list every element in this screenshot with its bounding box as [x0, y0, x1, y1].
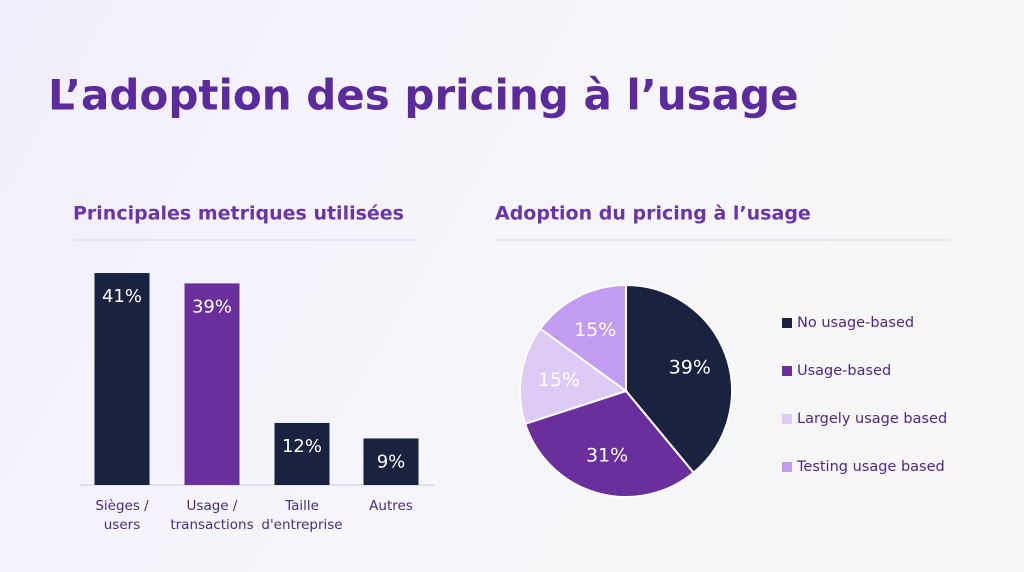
bar-value-label: 39% — [192, 296, 232, 317]
bar — [184, 283, 240, 485]
pie-value-label: 31% — [586, 445, 628, 467]
pie-slice — [625, 283, 733, 475]
pie-value-label: 15% — [574, 319, 616, 341]
legend-label: Testing usage based — [796, 459, 945, 475]
bar — [94, 273, 150, 485]
bar-value-label: 9% — [377, 451, 406, 472]
pie-chart-title: Adoption du pricing à l’usage — [495, 203, 811, 225]
pie-slice — [523, 389, 695, 498]
legend-swatch — [782, 462, 792, 472]
legend-label: No usage-based — [797, 315, 914, 331]
pie-slice — [519, 327, 629, 426]
legend-swatch — [782, 318, 792, 328]
slide-title: L’adoption des pricing à l’usage — [48, 71, 799, 120]
legend-label: Largely usage based — [797, 411, 947, 427]
pie-value-label: 15% — [538, 369, 580, 391]
bar — [363, 438, 419, 485]
bar-chart-title: Principales metriques utilisées — [73, 203, 404, 225]
legend-swatch — [782, 366, 792, 376]
x-category-label: Autres — [369, 498, 413, 514]
legend-swatch — [782, 414, 792, 424]
legend-label: Usage-based — [797, 363, 891, 379]
x-category-label: Sièges / users — [95, 498, 149, 533]
bar-value-label: 41% — [102, 286, 142, 307]
pie-value-label: 39% — [669, 357, 711, 379]
x-category-label: Taille d'entreprise — [261, 498, 343, 533]
pie-slice — [538, 283, 627, 393]
bar-value-label: 12% — [282, 436, 322, 457]
x-category-label: Usage / transactions — [170, 498, 254, 533]
bar — [274, 422, 330, 485]
